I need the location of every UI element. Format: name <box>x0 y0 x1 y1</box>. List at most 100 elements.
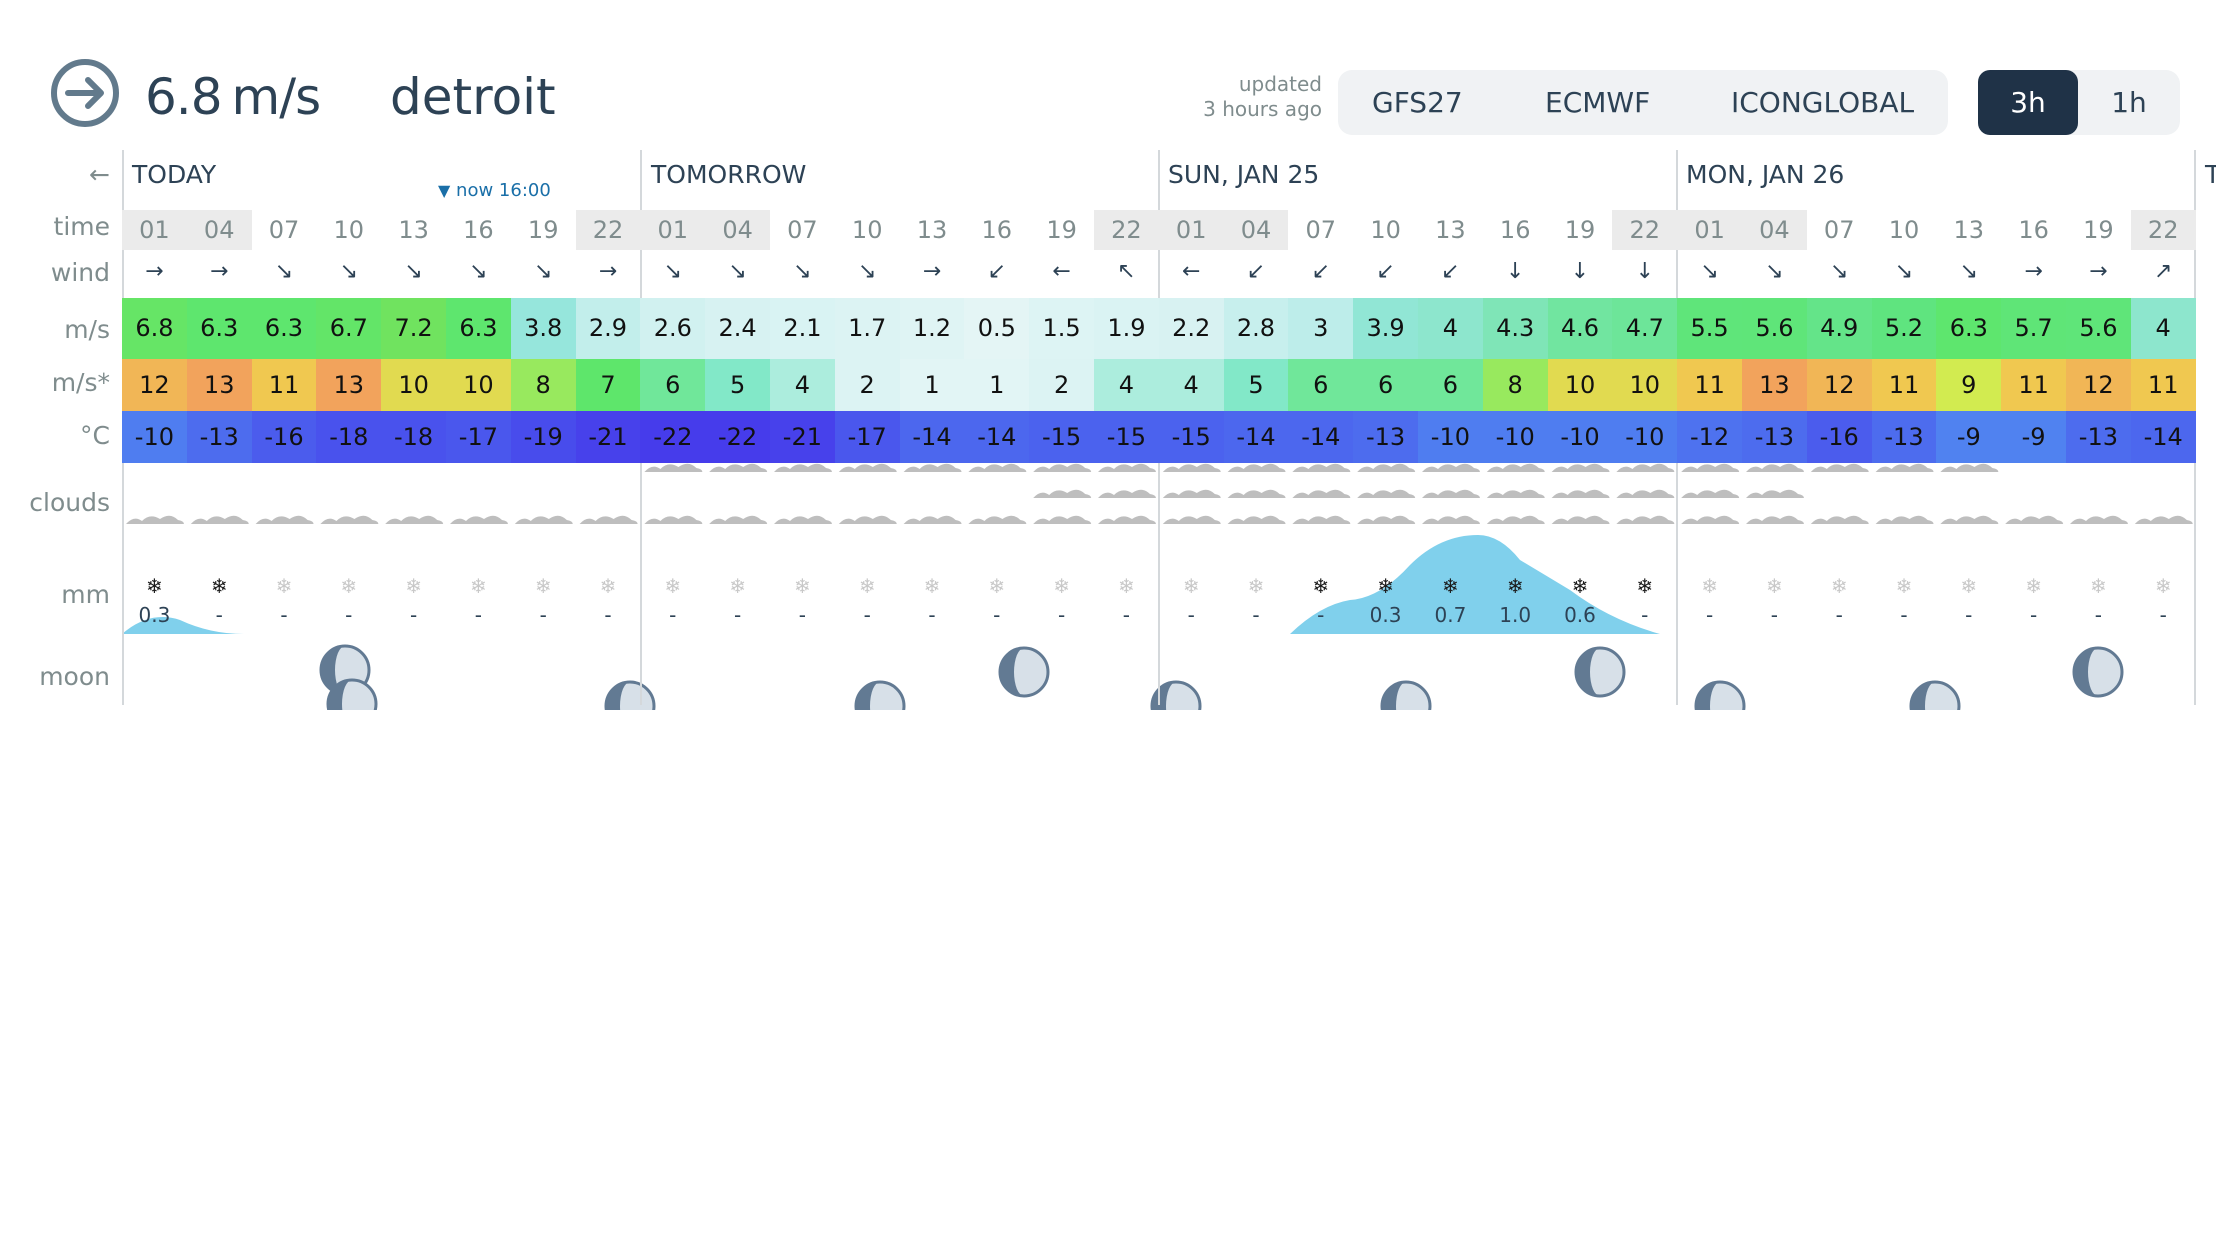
cloud-icon <box>1681 515 1740 524</box>
cloud-icon <box>644 515 703 524</box>
row-label-gust: m/s* <box>51 368 110 397</box>
time-cell: 10 <box>1370 216 1401 244</box>
wind-gust-cell: 6 <box>1353 359 1418 411</box>
wind-direction-icon: → <box>598 259 618 284</box>
wind-speed-cell: 3.9 <box>1353 298 1418 359</box>
temperature-cell: -18 <box>316 411 382 463</box>
cloud-icon <box>1227 515 1286 524</box>
precip-cell: - <box>1317 603 1325 627</box>
precip-cell: - <box>1122 603 1130 627</box>
time-cell: 04 <box>705 210 770 250</box>
temperature-cell: -9 <box>2001 411 2066 463</box>
cloud-icon <box>2005 515 2064 524</box>
row-label-moon: moon <box>39 662 110 691</box>
cloud-icon <box>1357 463 1416 472</box>
moon-shadow <box>1576 648 1600 696</box>
step-1h[interactable]: 1h <box>2111 86 2147 119</box>
step-selector: 3h 1h <box>1978 70 2180 135</box>
wind-gust-cell: 6 <box>1418 359 1483 411</box>
precip-cell: - <box>280 603 288 627</box>
model-ecmwf[interactable]: ECMWF <box>1545 86 1651 119</box>
time-cell: 22 <box>1094 210 1159 250</box>
cloud-icon <box>1422 489 1480 498</box>
snow-icon: ❄ <box>2025 574 2042 598</box>
time-cell: 16 <box>2018 216 2049 244</box>
model-gfs27[interactable]: GFS27 <box>1372 86 1463 119</box>
wind-speed-cell: 4.6 <box>1547 298 1613 359</box>
snow-icon: ❄ <box>210 574 228 598</box>
precip-cell: - <box>474 603 482 627</box>
wind-gust-cell: 8 <box>510 359 576 411</box>
cloud-icon <box>1746 515 1804 524</box>
cloud-icon <box>968 463 1027 472</box>
snow-icon: ❄ <box>340 574 358 598</box>
cloud-icon <box>1162 515 1221 524</box>
time-cell: 16 <box>981 216 1013 244</box>
wind-direction-icon: ↙ <box>1376 259 1395 284</box>
cloud-icon <box>903 515 962 524</box>
moon-shadow <box>1382 682 1406 710</box>
cloud-icon <box>450 515 508 524</box>
temperature-cell: -13 <box>1742 411 1807 463</box>
moon-shadow <box>1696 682 1720 710</box>
cloud-icon <box>1940 463 1999 472</box>
precip-cell: - <box>1835 603 1843 627</box>
snow-icon: ❄ <box>1247 574 1265 598</box>
snow-icon: ❄ <box>988 574 1006 598</box>
wind-gust-cell: 12 <box>122 359 187 411</box>
wind-direction-icon: ↙ <box>1311 259 1330 284</box>
wind-gust-cell: 4 <box>770 359 835 411</box>
wind-gust-cell: 11 <box>251 359 317 411</box>
now-label: now 16:00 <box>456 180 551 201</box>
temperature-cell: -19 <box>510 411 576 463</box>
wind-direction-icon: → <box>922 259 942 284</box>
cloud-icon <box>903 463 962 472</box>
now-marker: ▼ now 16:00 <box>438 180 551 201</box>
time-cell: 10 <box>1888 216 1920 244</box>
day-header: MON, JAN 26 <box>1686 160 1845 189</box>
temperature-cell: -10 <box>122 411 187 463</box>
row-labels: ← time wind m/s m/s* °C clouds mm moon <box>0 150 110 710</box>
temperature-cell: -18 <box>381 411 446 463</box>
row-label-time: time <box>53 212 110 241</box>
moon-shadow <box>1000 648 1024 696</box>
model-iconglobal[interactable]: ICONGLOBAL <box>1731 86 1915 119</box>
cloud-icon <box>385 515 444 524</box>
cloud-icon <box>1810 515 1869 524</box>
wind-speed-cell: 0.5 <box>964 298 1030 359</box>
snow-icon: ❄ <box>2154 574 2172 598</box>
time-cell: 01 <box>122 210 187 250</box>
snow-icon: ❄ <box>146 574 163 598</box>
time-cell: 13 <box>398 216 429 244</box>
wind-direction-icon: → <box>145 259 164 284</box>
wind-gust-cell: 9 <box>1936 359 2002 411</box>
wind-gust-cell: 4 <box>1158 359 1224 411</box>
step-3h[interactable]: 3h <box>1978 70 2078 135</box>
wind-speed-cell: 6.3 <box>186 298 252 359</box>
wind-speed-cell: 5.7 <box>2001 298 2066 359</box>
wind-speed-cell: 2.9 <box>575 298 641 359</box>
snow-icon: ❄ <box>1636 574 1654 598</box>
wind-direction-icon: ↗ <box>2153 259 2173 284</box>
wind-speed-cell: 7.2 <box>381 298 446 359</box>
precip-cell: - <box>733 603 742 627</box>
time-cell: 13 <box>916 216 948 244</box>
time-cell: 16 <box>1499 216 1531 244</box>
cloud-icon <box>126 515 184 524</box>
precip-cell: - <box>1705 603 1714 627</box>
wind-speed-cell: 6.7 <box>316 298 382 359</box>
wind-gust-cell: 11 <box>2001 359 2066 411</box>
wind-direction-icon: ← <box>1181 259 1201 284</box>
wind-direction-icon: ↘ <box>1829 259 1849 284</box>
temperature-cell: -10 <box>1547 411 1613 463</box>
snow-icon: ❄ <box>534 574 552 598</box>
cloud-icon <box>1551 463 1610 472</box>
temperature-cell: -15 <box>1029 411 1094 463</box>
wind-gust-cell: 11 <box>2130 359 2196 411</box>
wind-direction-icon: ↘ <box>1959 259 1978 284</box>
wind-speed-cell: 2.2 <box>1158 298 1224 359</box>
updated-label: updated 3 hours ago <box>1150 72 1322 122</box>
row-label-temp: °C <box>80 421 110 450</box>
back-arrow[interactable]: ← <box>89 160 110 189</box>
wind-gust-cell: 2 <box>1029 359 1094 411</box>
